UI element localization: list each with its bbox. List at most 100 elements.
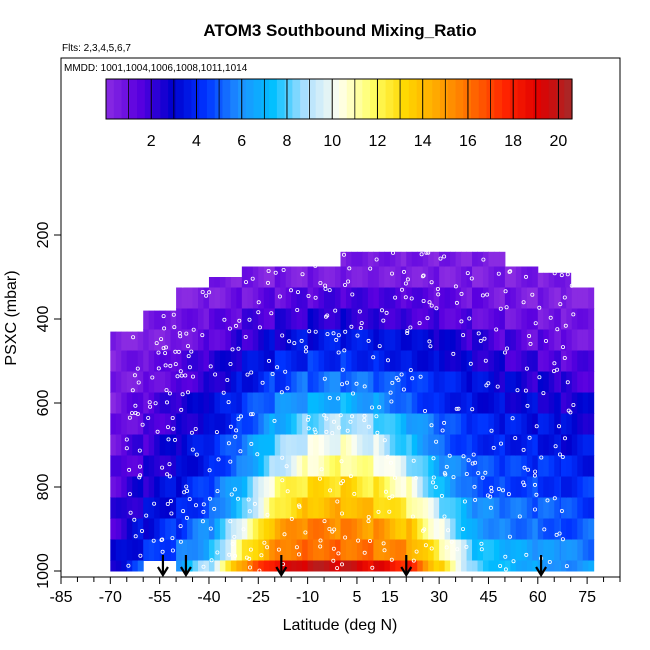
heatmap-cell — [241, 350, 248, 372]
heatmap-cell — [362, 266, 369, 288]
observation-point — [401, 269, 406, 274]
heatmap-cell — [236, 371, 243, 393]
heatmap-cell — [258, 560, 265, 572]
observation-point — [521, 300, 526, 305]
heatmap-cell — [362, 350, 369, 372]
observation-point — [171, 312, 176, 317]
heatmap-cell — [455, 266, 462, 288]
observation-point — [172, 325, 177, 330]
heatmap-cell — [302, 518, 309, 540]
heatmap-cell — [214, 329, 221, 351]
heatmap-cell — [154, 476, 161, 498]
heatmap-cell — [203, 392, 210, 414]
colorbar-tick-label: 10 — [323, 133, 341, 150]
observation-point — [496, 486, 501, 491]
heatmap-cell — [444, 392, 451, 414]
heatmap-cell — [367, 455, 374, 477]
observation-point — [389, 557, 394, 562]
heatmap-cell — [477, 434, 484, 456]
heatmap-cell — [324, 413, 331, 435]
observation-point — [164, 388, 169, 393]
heatmap-cell — [577, 392, 584, 414]
heatmap-cell — [417, 392, 424, 414]
heatmap-cell — [115, 392, 122, 414]
observation-point — [565, 272, 570, 277]
heatmap-cell — [159, 392, 166, 414]
observation-point — [137, 448, 142, 453]
observation-point — [488, 505, 493, 510]
heatmap-cell — [389, 497, 396, 519]
observation-point — [179, 373, 184, 378]
heatmap-cell — [121, 331, 128, 351]
heatmap-cell — [121, 392, 128, 414]
heatmap-cell — [192, 287, 199, 309]
observation-point — [393, 295, 398, 300]
heatmap-cell — [313, 413, 320, 435]
observation-point — [190, 374, 195, 379]
heatmap-cell — [351, 251, 358, 267]
observation-point — [496, 271, 501, 276]
observation-point — [340, 382, 345, 387]
heatmap-cell — [356, 560, 363, 572]
heatmap-cell — [582, 455, 589, 477]
heatmap-cell — [444, 560, 451, 572]
heatmap-cell — [351, 413, 358, 435]
heatmap-cell — [340, 350, 347, 372]
heatmap-cell — [296, 329, 303, 351]
heatmap-cell — [367, 518, 374, 540]
observation-point — [350, 391, 355, 396]
heatmap-cell — [543, 560, 550, 572]
observation-point — [292, 341, 297, 346]
heatmap-cell — [345, 497, 352, 519]
heatmap-cell — [345, 371, 352, 393]
observation-points — [124, 250, 576, 573]
heatmap-cell — [588, 329, 595, 351]
heatmap-cell — [466, 329, 473, 351]
observation-point — [185, 344, 190, 349]
heatmap-cell — [526, 497, 533, 519]
observation-point — [343, 329, 348, 334]
heatmap-cell — [318, 392, 325, 414]
heatmap-cell — [340, 329, 347, 351]
heatmap-cell — [488, 539, 495, 561]
heatmap-cell — [170, 310, 177, 330]
heatmap-cell — [439, 560, 446, 572]
heatmap-cell — [280, 476, 287, 498]
heatmap-cell — [291, 329, 298, 351]
observation-point — [135, 366, 140, 371]
heatmap-cell — [488, 413, 495, 435]
heatmap-cell — [274, 434, 281, 456]
colorbar-tick-label: 14 — [414, 133, 432, 150]
heatmap-cell — [291, 392, 298, 414]
heatmap-cell — [291, 497, 298, 519]
observation-point — [362, 413, 367, 418]
observation-point — [124, 446, 129, 451]
heatmap-cell — [493, 434, 500, 456]
heatmap-cell — [302, 497, 309, 519]
heatmap-cell — [482, 539, 489, 561]
heatmap-cell — [455, 497, 462, 519]
observation-point — [515, 388, 520, 393]
colorbar-swatch — [199, 79, 208, 119]
observation-point — [191, 327, 196, 332]
heatmap-cell — [269, 434, 276, 456]
observation-point — [434, 306, 439, 311]
heatmap-cell — [230, 287, 237, 309]
heatmap-cell — [187, 308, 194, 330]
observation-point — [471, 452, 476, 457]
heatmap-cell — [389, 329, 396, 351]
observation-point — [454, 406, 459, 411]
heatmap-cell — [247, 455, 254, 477]
heatmap-cell — [362, 413, 369, 435]
heatmap-cell — [548, 497, 555, 519]
observation-point — [485, 292, 490, 297]
observation-point — [394, 375, 399, 380]
heatmap-cell — [115, 434, 122, 456]
heatmap-cell — [296, 476, 303, 498]
observation-point — [379, 308, 384, 313]
observation-point — [513, 436, 518, 441]
heatmap-cell — [181, 392, 188, 414]
colorbar-swatch — [339, 79, 348, 119]
observation-point — [200, 333, 205, 338]
heatmap-cell — [126, 434, 133, 456]
